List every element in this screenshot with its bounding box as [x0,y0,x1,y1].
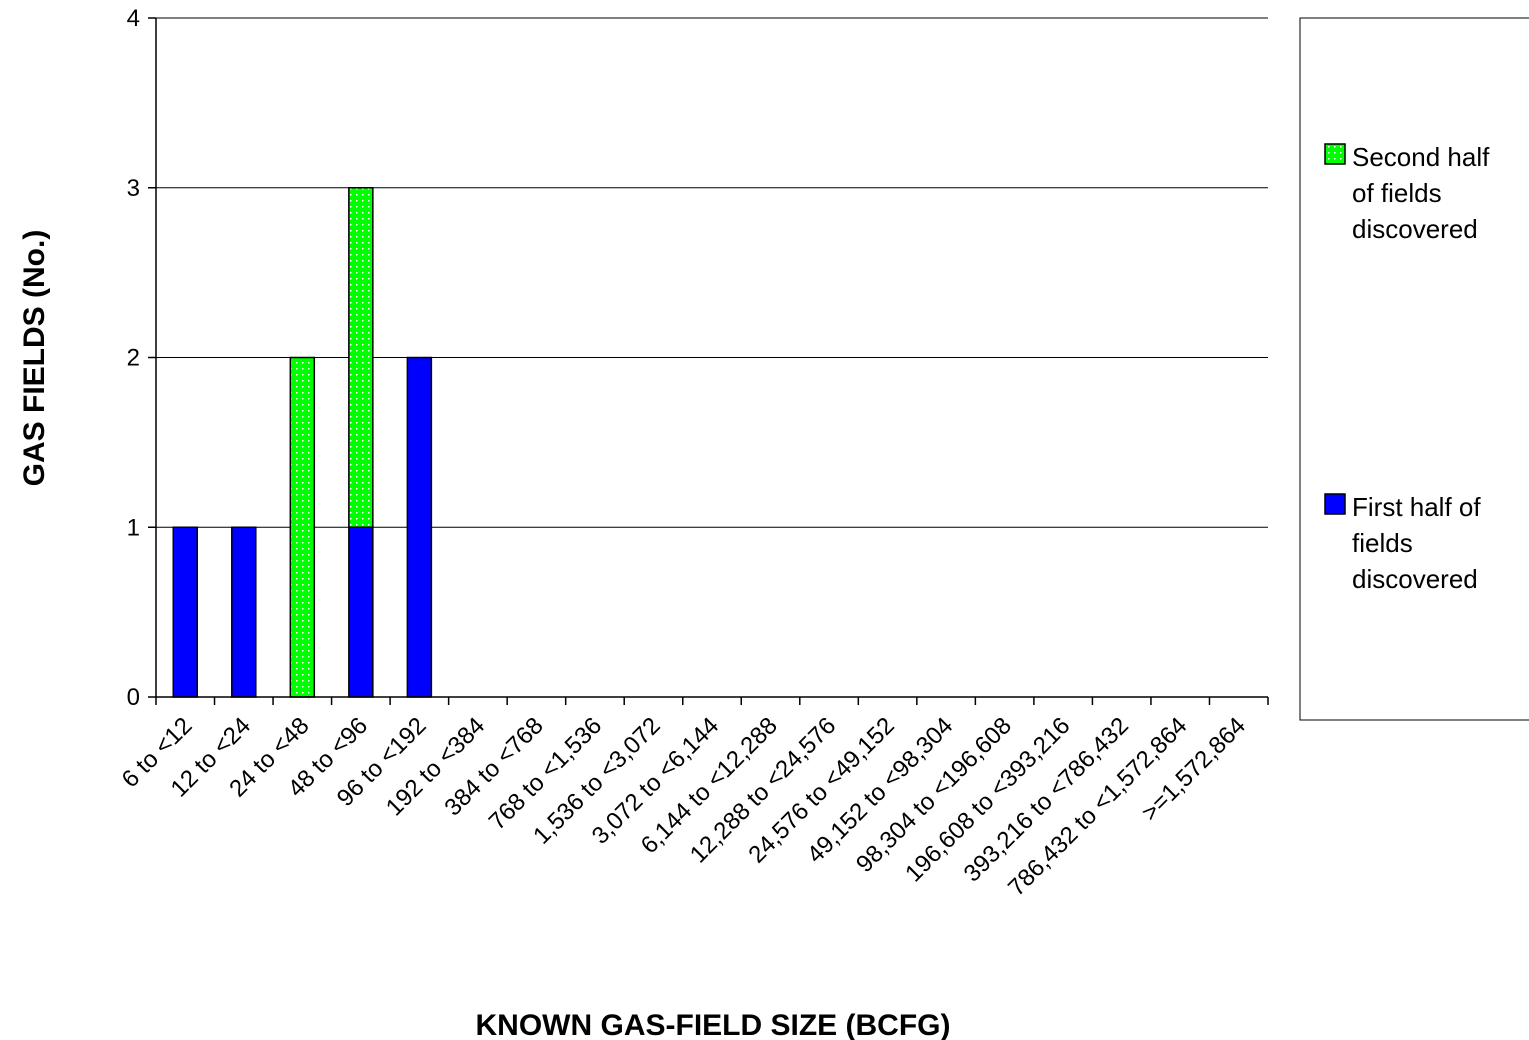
bar-first-half [348,526,374,698]
legend-box [1299,17,1529,721]
legend-label: fields [1352,528,1413,558]
legend-label: discovered [1352,214,1478,244]
bar-second-half [289,356,316,698]
y-tick-label: 1 [127,514,140,541]
legend-swatch [1324,143,1346,165]
legend-label: First half of [1352,492,1481,522]
legend-label: of fields [1352,178,1442,208]
legend: Second half of fields discovered First half… [1299,17,1529,721]
y-tick-label: 3 [127,175,140,202]
bar-second-half [348,187,374,528]
y-tick-label: 0 [127,684,140,711]
legend-label: discovered [1352,564,1478,594]
x-axis-title: KNOWN GAS-FIELD SIZE (BCFG) [476,1009,951,1040]
bar-first-half [406,356,433,698]
y-tick-label: 4 [127,5,140,32]
axes [148,17,1269,705]
y-axis-title: GAS FIELDS (No.) [18,230,51,487]
bars [172,187,433,698]
y-tick-label: 2 [127,345,140,372]
gridlines [156,17,1268,528]
legend-swatch [1324,493,1346,515]
bar-first-half [231,526,257,698]
legend-label: Second half [1352,142,1490,172]
bar-first-half [172,526,199,698]
